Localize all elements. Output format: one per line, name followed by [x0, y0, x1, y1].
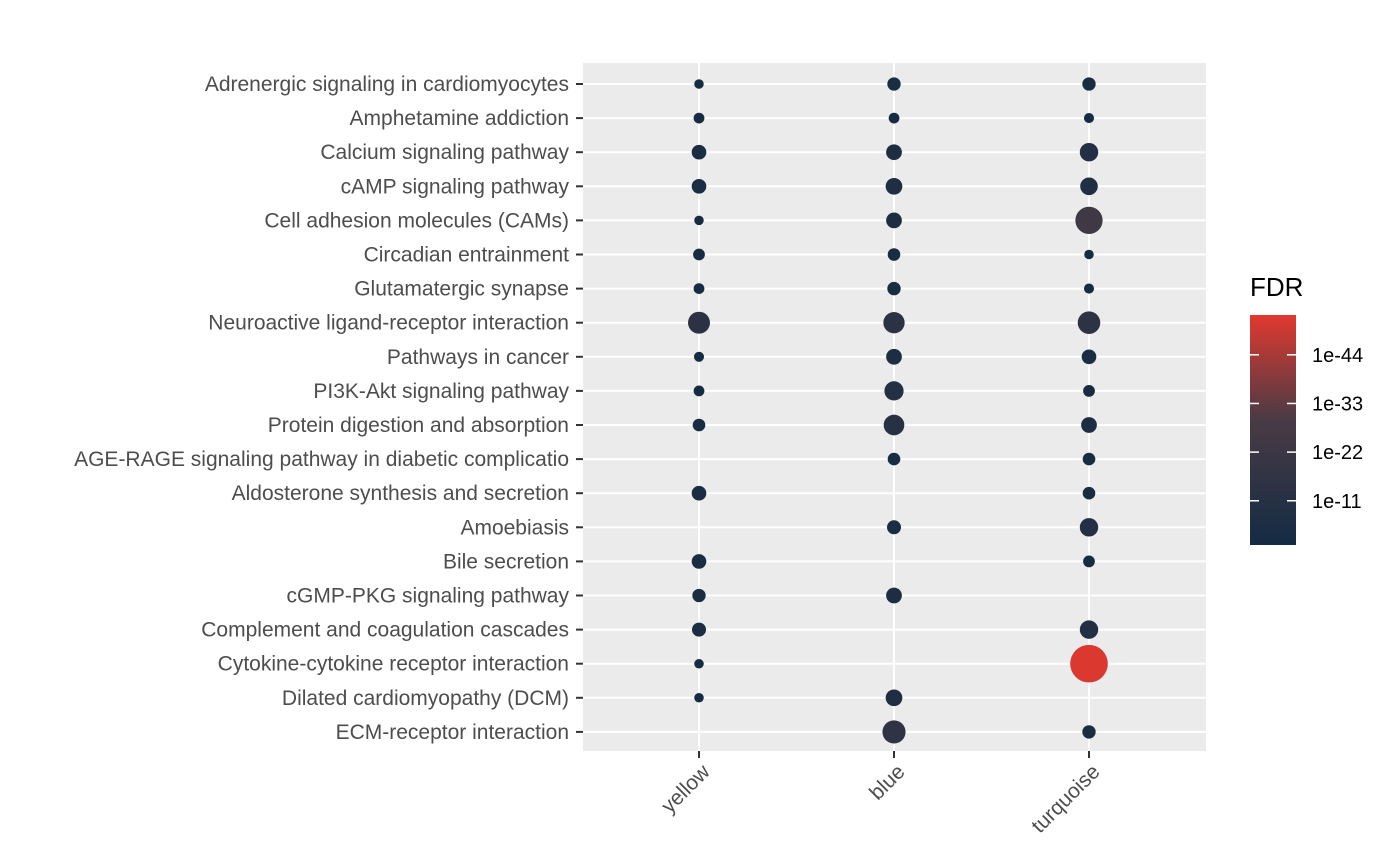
y-tick-label: Amoebiasis	[460, 516, 569, 539]
data-point	[691, 178, 707, 194]
data-point	[887, 281, 901, 296]
data-point	[1081, 349, 1097, 365]
data-point	[1081, 417, 1097, 433]
data-point	[693, 385, 705, 397]
data-point	[885, 689, 903, 707]
data-point	[1083, 283, 1095, 294]
data-point	[693, 283, 705, 294]
y-tick-label: cAMP signaling pathway	[341, 175, 570, 198]
y-tick-label: Glutamatergic synapse	[354, 278, 569, 301]
data-point	[887, 248, 901, 261]
data-point	[694, 693, 704, 703]
data-point	[1082, 452, 1096, 466]
legend-tick-label: 1e-33	[1312, 393, 1363, 415]
data-point	[1082, 725, 1096, 739]
data-point	[1079, 142, 1099, 162]
data-point	[694, 658, 704, 669]
y-tick-label: Complement and coagulation cascades	[201, 619, 569, 642]
data-point	[1084, 249, 1094, 260]
y-tick-label: cGMP-PKG signaling pathway	[287, 585, 570, 608]
x-tick-label: turquoise	[1027, 760, 1104, 837]
y-tick-label: Calcium signaling pathway	[320, 141, 569, 164]
data-point	[1070, 644, 1108, 683]
y-tick-label: Neuroactive ligand-receptor interaction	[208, 312, 569, 335]
y-tick-label: Cytokine-cytokine receptor interaction	[218, 653, 569, 676]
legend-tick-label: 1e-44	[1312, 345, 1363, 367]
data-point	[888, 112, 900, 124]
data-point	[882, 720, 906, 744]
y-tick-label: Aldosterone synthesis and secretion	[232, 482, 569, 505]
data-point	[1082, 486, 1096, 500]
legend-title: FDR	[1250, 272, 1303, 302]
data-point	[688, 311, 710, 334]
data-point	[886, 212, 902, 229]
data-point	[1075, 206, 1103, 235]
data-point	[693, 248, 705, 261]
data-point	[691, 554, 707, 569]
y-axis: Adrenergic signaling in cardiomyocytes Am…	[74, 73, 583, 744]
data-point	[884, 381, 904, 401]
y-tick-label: Adrenergic signaling in cardiomyocytes	[205, 73, 569, 96]
data-point	[886, 587, 902, 604]
data-point	[1079, 620, 1099, 639]
legend-tick-label: 1e-22	[1312, 442, 1363, 464]
fdr-legend: FDR 1e-11 1e-22 1e-33 1e-44	[1250, 272, 1363, 545]
data-point	[1080, 177, 1098, 196]
y-tick-label: Pathways in cancer	[387, 346, 569, 369]
data-point	[883, 414, 905, 436]
y-tick-label: PI3K-Akt signaling pathway	[313, 380, 569, 403]
data-point	[691, 485, 707, 501]
legend-ticks: 1e-11 1e-22 1e-33 1e-44	[1250, 345, 1363, 513]
data-point	[886, 520, 902, 535]
data-point	[694, 79, 704, 89]
data-point	[887, 77, 901, 91]
data-point	[887, 452, 901, 466]
y-tick-label: Cell adhesion molecules (CAMs)	[264, 209, 569, 232]
data-point	[1079, 518, 1099, 537]
y-tick-label: ECM-receptor interaction	[336, 721, 569, 744]
data-point	[883, 312, 905, 334]
data-point	[693, 112, 705, 124]
data-point	[1077, 311, 1101, 334]
y-tick-label: AGE-RAGE signaling pathway in diabetic c…	[74, 448, 569, 471]
data-point	[886, 144, 902, 161]
data-point	[1082, 77, 1096, 91]
x-tick-label: yellow	[657, 760, 715, 818]
data-point	[691, 144, 707, 160]
data-point	[886, 348, 902, 365]
y-tick-label: Dilated cardiomyopathy (DCM)	[282, 687, 569, 710]
data-point	[691, 622, 707, 637]
data-point	[694, 215, 704, 226]
legend-colorbar	[1250, 315, 1296, 545]
data-point	[885, 177, 903, 195]
y-tick-label: Circadian entrainment	[364, 244, 570, 267]
data-points	[688, 77, 1108, 744]
y-tick-label: Protein digestion and absorption	[268, 414, 569, 437]
data-point	[1083, 385, 1095, 397]
legend-tick-label: 1e-11	[1312, 491, 1362, 513]
data-point	[692, 418, 706, 432]
data-point	[1083, 555, 1095, 568]
y-tick-label: Amphetamine addiction	[350, 107, 569, 130]
data-point	[1083, 113, 1095, 124]
data-point	[693, 351, 705, 362]
y-tick-label: Bile secretion	[443, 550, 569, 573]
data-point	[692, 588, 706, 603]
x-axis: yellow blue turquoise	[657, 751, 1105, 838]
x-tick-label: blue	[865, 760, 909, 804]
